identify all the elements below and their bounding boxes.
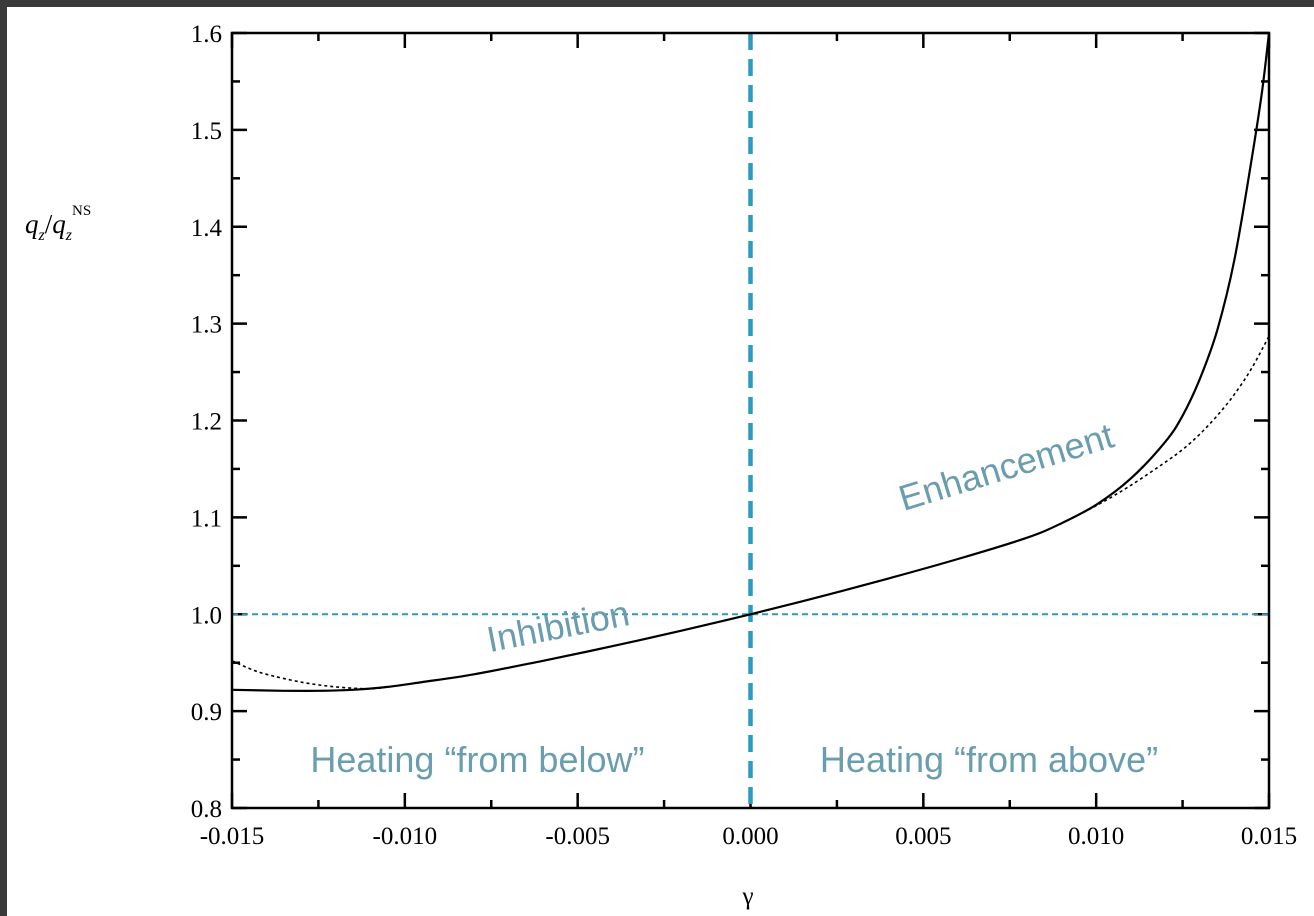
figure-frame: -0.015 -0.010 -0.005 0.000 0.005 0.010 0.015 0… [7, 7, 1314, 916]
y-axis-label: qz/qzNS [25, 203, 91, 244]
x-tick-label: -0.010 [373, 823, 438, 850]
x-tick-label: -0.015 [200, 823, 265, 850]
data-series [231, 32, 1271, 692]
y-axis-label-sub-2: z [65, 227, 73, 244]
x-axis-label: γ [741, 883, 753, 910]
y-tick-label: 1.1 [191, 505, 222, 532]
x-tick-label: 0.010 [1068, 823, 1124, 850]
y-axis-label-main-2: q [52, 209, 66, 239]
y-axis-label-divider: / [45, 209, 53, 239]
reference-lines [232, 33, 1269, 808]
y-tick-label: 1.2 [191, 409, 222, 436]
series-solid-line [231, 32, 1271, 692]
plot-area-border [230, 31, 1271, 810]
y-axis-label-main: q [25, 209, 39, 239]
x-tick-labels: -0.015 -0.010 -0.005 0.000 0.005 0.010 0.015 [200, 823, 1297, 850]
series-dotted-line [231, 660, 388, 690]
x-tick-label: 0.005 [895, 823, 951, 850]
y-tick-label: 0.9 [191, 699, 222, 726]
y-tick-label: 1.0 [191, 602, 222, 629]
annotation-label: Heating “from below” [310, 739, 644, 780]
y-tick-label: 1.6 [191, 21, 222, 48]
annotation-label: Inhibition [483, 592, 632, 660]
y-tick-label: 1.3 [191, 312, 222, 339]
y-tick-label: 0.8 [191, 796, 222, 823]
y-axis-label-sup: NS [72, 203, 91, 219]
x-tick-label: 0.015 [1241, 823, 1297, 850]
y-tick-labels: 0.8 0.9 1.0 1.1 1.2 1.3 1.4 1.5 1.6 [191, 21, 223, 823]
x-tick-label: 0.000 [722, 823, 778, 850]
y-tick-label: 1.5 [191, 118, 222, 145]
annotations: Inhibition Enhancement Heating “from below… [310, 415, 1158, 781]
y-tick-label: 1.4 [191, 215, 223, 242]
y-axis-label-sub: z [38, 227, 46, 244]
annotation-label: Heating “from above” [820, 739, 1158, 780]
x-tick-label: -0.005 [545, 823, 610, 850]
annotation-label: Enhancement [894, 415, 1118, 519]
line-chart: -0.015 -0.010 -0.005 0.000 0.005 0.010 0.015 0… [25, 21, 1297, 910]
